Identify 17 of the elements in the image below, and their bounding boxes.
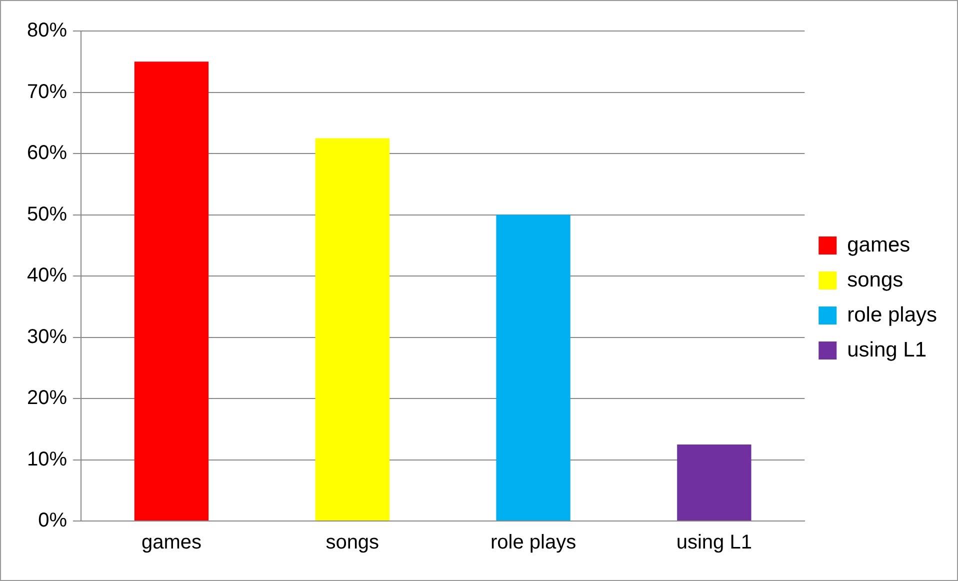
x-tick-label: songs: [326, 532, 380, 554]
legend-label: games: [847, 233, 910, 256]
y-tick-label: 0%: [38, 510, 68, 532]
x-tick-label: games: [141, 532, 202, 554]
x-tick-label: role plays: [490, 532, 576, 554]
y-tick-label: 20%: [27, 387, 68, 410]
x-tick-label: using L1: [676, 532, 752, 554]
y-tick-label: 50%: [27, 203, 68, 226]
y-tick-label: 40%: [27, 264, 68, 287]
y-tick-label: 80%: [27, 20, 68, 42]
legend-label: songs: [847, 268, 904, 292]
y-tick-label: 10%: [27, 448, 68, 470]
y-tick-label: 70%: [27, 80, 68, 103]
legend-label: role plays: [847, 303, 938, 326]
y-tick-label: 30%: [27, 326, 68, 348]
legend-label: using L1: [847, 338, 927, 362]
y-tick-label: 60%: [27, 142, 68, 164]
